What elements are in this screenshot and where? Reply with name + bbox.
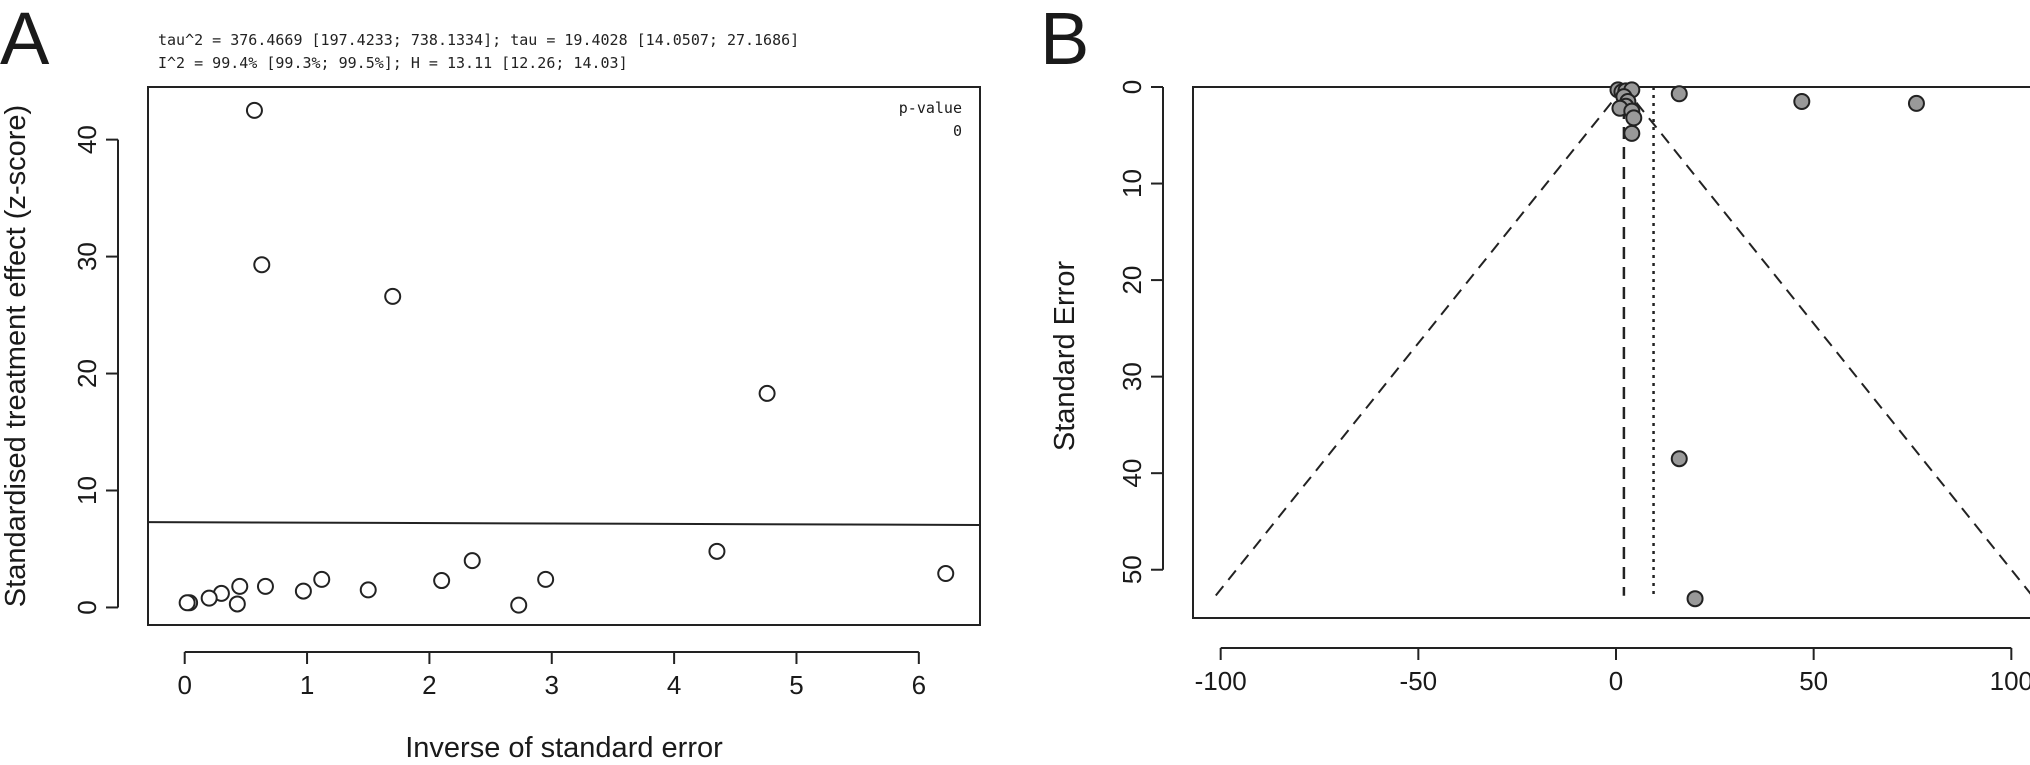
x-tick-label: 1 xyxy=(300,670,314,700)
data-point xyxy=(510,596,528,614)
x-tick-label: 4 xyxy=(667,670,681,700)
plot-area-frame xyxy=(1192,86,2030,619)
radial-plot-chart: 0 1 2 3 4 5 6 0 10 20 30 40 p-value 0 Inverse of s… xyxy=(0,86,981,764)
x-tick-label: -100 xyxy=(1195,666,1247,696)
funnel-right-line xyxy=(1623,86,2030,595)
data-point xyxy=(256,577,274,595)
y-tick-label: 20 xyxy=(1117,266,1147,295)
data-point xyxy=(1907,94,1925,112)
x-tick-label: -50 xyxy=(1400,666,1438,696)
data-point xyxy=(463,552,481,570)
data-point xyxy=(433,572,451,590)
data-point xyxy=(178,594,196,612)
data-point xyxy=(1670,85,1688,103)
data-point xyxy=(758,384,776,402)
p-value-label: p-value xyxy=(899,99,962,117)
x-tick-label: 3 xyxy=(545,670,559,700)
x-tick-label: 2 xyxy=(422,670,436,700)
data-point xyxy=(1625,109,1643,127)
x-tick-label: 6 xyxy=(912,670,926,700)
data-point xyxy=(228,595,246,613)
x-tick-label: 100 xyxy=(1990,666,2030,696)
y-axis-title: Standard Error xyxy=(1049,261,1081,452)
x-tick-label: 50 xyxy=(1799,666,1828,696)
data-point xyxy=(1623,124,1641,142)
x-tick-label: 0 xyxy=(1609,666,1623,696)
data-point xyxy=(1793,92,1811,110)
data-point xyxy=(245,101,263,119)
y-axis-title: Standardised treatment effect (z-score) xyxy=(0,105,32,607)
data-point xyxy=(937,565,955,583)
y-tick-label: 20 xyxy=(72,359,102,388)
data-point xyxy=(384,287,402,305)
p-value-number: 0 xyxy=(953,122,962,140)
data-point xyxy=(253,256,271,274)
y-tick-label: 10 xyxy=(72,476,102,505)
regression-line xyxy=(147,521,981,527)
y-tick-label: 0 xyxy=(1117,80,1147,94)
x-axis-title: Inverse of standard error xyxy=(405,732,723,764)
plot-area-frame xyxy=(147,86,981,626)
data-point xyxy=(359,581,377,599)
data-point xyxy=(294,582,312,600)
x-tick-label: 0 xyxy=(177,670,191,700)
data-point xyxy=(200,589,218,607)
heterogeneity-stats-line-2: I^2 = 99.4% [99.3%; 99.5%]; H = 13.11 [1… xyxy=(158,54,628,72)
y-tick-label: 0 xyxy=(72,600,102,614)
y-tick-label: 50 xyxy=(1117,555,1147,584)
x-tick-label: 5 xyxy=(789,670,803,700)
y-tick-label: 40 xyxy=(1117,459,1147,488)
panel-b-label: B xyxy=(1040,0,1090,80)
data-point xyxy=(313,570,331,588)
data-point xyxy=(537,570,555,588)
y-tick-label: 40 xyxy=(72,125,102,154)
funnel-left-line xyxy=(1214,86,1625,597)
y-tick-label: 30 xyxy=(1117,362,1147,391)
data-point xyxy=(1670,450,1688,468)
data-point xyxy=(1686,590,1704,608)
panel-a-label: A xyxy=(0,0,50,80)
y-tick-label: 30 xyxy=(72,242,102,271)
data-point xyxy=(231,577,249,595)
y-tick-label: 10 xyxy=(1117,169,1147,198)
funnel-plot-chart: -100 -50 0 50 100 0 10 20 30 40 50 Standard Error xyxy=(1049,80,2030,696)
heterogeneity-stats-line-1: tau^2 = 376.4669 [197.4233; 738.1334]; t… xyxy=(158,31,800,49)
data-point xyxy=(708,542,726,560)
